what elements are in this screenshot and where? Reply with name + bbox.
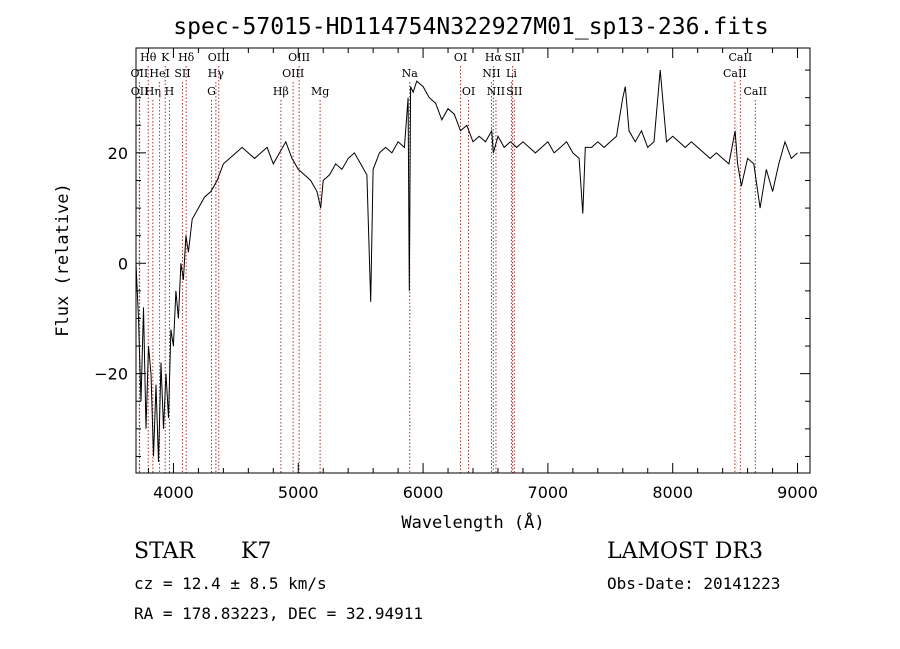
y-axis-label: Flux (relative) xyxy=(53,183,73,337)
line-marker-label: OIII xyxy=(282,67,304,80)
line-marker-label: OI xyxy=(462,85,475,98)
line-marker-label: Hα xyxy=(485,51,503,64)
x-tick-label: 5000 xyxy=(278,483,319,502)
redshift-text: cz = 12.4 ± 8.5 km/s xyxy=(134,574,327,593)
line-marker-label: Li xyxy=(506,67,517,80)
line-marker-label: CaII xyxy=(729,51,753,64)
line-marker-label: H xyxy=(165,85,175,98)
plot-frame xyxy=(135,47,811,474)
y-tick-label: −20 xyxy=(94,365,128,384)
chart-title: spec-57015-HD114754N322927M01_sp13-236.f… xyxy=(173,14,768,40)
coordinates: RA = 178.83223, DEC = 32.94911 xyxy=(134,604,423,623)
x-tick-label: 6000 xyxy=(403,483,444,502)
spectrum-line xyxy=(135,70,798,463)
line-marker-label: OII xyxy=(131,67,149,80)
line-marker-label: Mg xyxy=(311,85,329,98)
x-tick-label: 8000 xyxy=(652,483,693,502)
object-class: STAR xyxy=(134,539,195,564)
x-axis-label: Wavelength (Å) xyxy=(401,511,544,533)
line-marker-label: NII xyxy=(487,85,505,98)
line-marker-label: CaII xyxy=(723,67,747,80)
line-marker-label: SII xyxy=(174,67,190,80)
line-marker-label: OI xyxy=(454,51,467,64)
line-marker-label: NII xyxy=(482,67,500,80)
line-marker-label: Hθ xyxy=(140,51,157,64)
line-marker-label: CaII xyxy=(743,85,767,98)
line-marker-label: HeI xyxy=(149,67,169,80)
y-tick-label: 0 xyxy=(118,254,128,273)
y-tick-label: 20 xyxy=(108,144,128,163)
line-marker-label: SII xyxy=(504,51,520,64)
x-tick-label: 9000 xyxy=(777,483,818,502)
line-marker-label: SII xyxy=(506,85,522,98)
line-marker-label: K xyxy=(161,51,170,64)
line-marker-label: OIII xyxy=(208,51,230,64)
x-tick-label: 7000 xyxy=(528,483,569,502)
line-marker-label: OII xyxy=(131,85,149,98)
line-marker-label: G xyxy=(207,85,216,98)
survey-label: LAMOST DR3 xyxy=(607,539,763,564)
line-marker-label: Na xyxy=(402,67,419,80)
line-marker-label: OIII xyxy=(288,51,310,64)
x-axis-ticks: 4000 5000 6000 7000 8000 9000 xyxy=(147,48,818,502)
y-axis-ticks: −20 0 20 xyxy=(94,69,810,457)
line-marker-label: Hβ xyxy=(273,85,289,98)
subclass: K7 xyxy=(241,539,272,564)
x-tick-label: 4000 xyxy=(153,483,194,502)
line-marker-label: Hδ xyxy=(178,51,195,64)
line-marker-label: Hγ xyxy=(208,67,225,80)
obs-date: Obs-Date: 20141223 xyxy=(607,574,781,593)
line-marker-label: Hη xyxy=(145,85,161,98)
